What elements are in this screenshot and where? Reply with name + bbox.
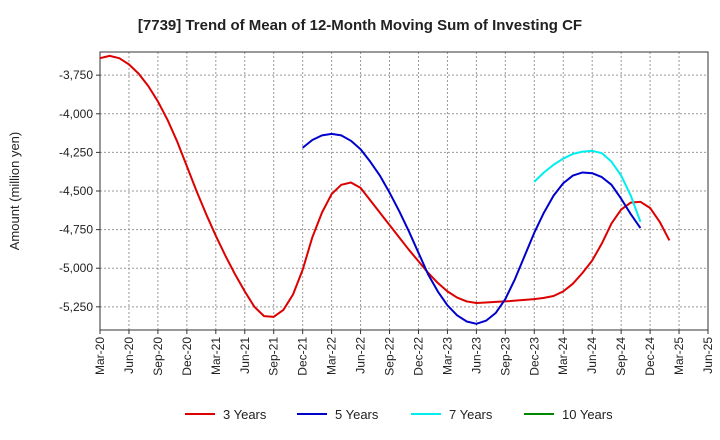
- x-tick-label: Jun-23: [469, 337, 483, 374]
- y-tick-label: -5,250: [59, 300, 93, 314]
- y-tick-label: -4,250: [59, 145, 93, 159]
- x-tick-label: Mar-20: [93, 337, 107, 375]
- x-axis: Mar-20 Jun-20 Sep-20 Dec-20 Mar-21 Jun-21 Sep-…: [93, 330, 715, 376]
- y-tick-label: -5,000: [59, 261, 93, 275]
- x-tick-label: Mar-24: [556, 337, 570, 375]
- x-tick-label: Mar-23: [440, 337, 454, 375]
- series-line-3-years: [99, 54, 671, 318]
- x-tick-label: Dec-20: [180, 337, 194, 376]
- x-tick-label: Sep-22: [383, 337, 397, 376]
- series-line-7-years: [533, 149, 642, 223]
- x-tick-label: Mar-21: [209, 337, 223, 375]
- chart-title: [7739] Trend of Mean of 12-Month Moving …: [138, 17, 582, 34]
- x-tick-label: Jun-20: [122, 337, 136, 374]
- x-tick-label: Mar-22: [325, 337, 339, 375]
- x-tick-label: Jun-22: [354, 337, 368, 374]
- x-tick-label: Mar-25: [672, 337, 686, 375]
- grid: [99, 52, 709, 330]
- x-tick-label: Sep-23: [498, 337, 512, 376]
- series-line-5-years: [302, 132, 642, 325]
- x-tick-label: Jun-24: [585, 337, 599, 374]
- x-tick-label: Jun-25: [701, 337, 715, 374]
- x-tick-label: Dec-22: [411, 337, 425, 376]
- x-tick-label: Dec-24: [643, 337, 657, 376]
- x-tick-label: Sep-20: [151, 337, 165, 376]
- x-tick-label: Jun-21: [238, 337, 252, 374]
- y-tick-label: -3,750: [59, 68, 93, 82]
- legend-label-10-years: 10 Years: [562, 407, 613, 422]
- y-tick-label: -4,500: [59, 184, 93, 198]
- legend-label-3-years: 3 Years: [223, 407, 267, 422]
- y-axis-label: Amount (million yen): [7, 132, 22, 251]
- y-tick-label: -4,000: [59, 107, 93, 121]
- x-tick-label: Sep-24: [614, 337, 628, 376]
- y-axis: -3,750 -4,000 -4,250 -4,500 -4,750 -5,000 -5,2…: [59, 68, 100, 314]
- y-tick-label: -4,750: [59, 223, 93, 237]
- x-tick-label: Dec-21: [296, 337, 310, 376]
- x-tick-label: Dec-23: [527, 337, 541, 376]
- legend-label-5-years: 5 Years: [335, 407, 379, 422]
- series-lines: [99, 54, 671, 325]
- legend-label-7-years: 7 Years: [449, 407, 493, 422]
- x-tick-label: Sep-21: [267, 337, 281, 376]
- legend: 3 Years 5 Years 7 Years 10 Years: [185, 407, 613, 422]
